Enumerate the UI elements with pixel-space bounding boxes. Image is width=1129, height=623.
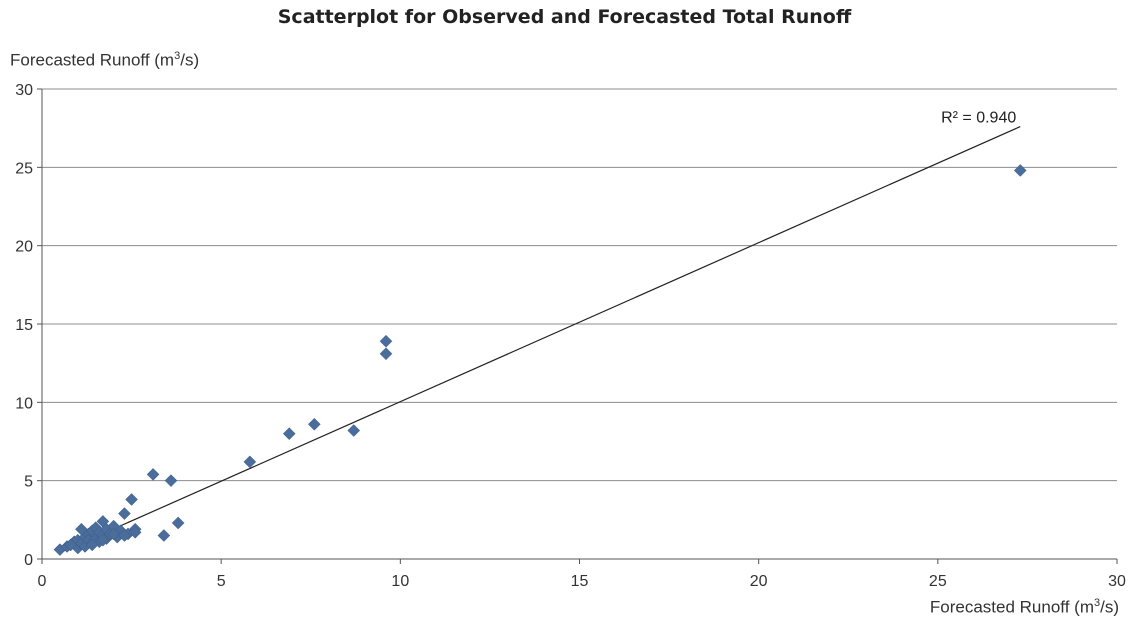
x-tick-labels: 0 5 10 15 20 25 30 bbox=[38, 573, 1126, 590]
y-axis-label-sup: 3 bbox=[174, 50, 181, 62]
x-tick-label: 10 bbox=[391, 573, 409, 590]
data-point bbox=[164, 474, 178, 488]
x-axis-label-sup: 3 bbox=[1093, 597, 1101, 609]
trendline bbox=[59, 126, 1021, 554]
chart-title: Scatterplot for Observed and Forecasted … bbox=[277, 6, 852, 28]
data-point bbox=[282, 427, 296, 441]
data-point bbox=[118, 507, 131, 520]
x-tick-label: 15 bbox=[571, 573, 589, 590]
x-tick-label: 30 bbox=[1108, 573, 1126, 590]
y-axis-label: Forecasted Runoff (m3/s) bbox=[10, 50, 199, 71]
data-point bbox=[125, 493, 138, 506]
data-point bbox=[347, 424, 361, 437]
y-tick-label: 30 bbox=[15, 82, 33, 99]
x-axis-label-main: Forecasted Runoff (m bbox=[929, 597, 1094, 617]
trendline-group bbox=[59, 126, 1021, 554]
data-point bbox=[1013, 164, 1027, 177]
y-axis-label-end: /s) bbox=[180, 50, 200, 70]
gridlines bbox=[42, 88, 1117, 482]
data-points bbox=[53, 164, 1027, 556]
x-tick-label: 20 bbox=[750, 573, 768, 590]
data-point bbox=[85, 538, 99, 552]
x-tick-label: 0 bbox=[38, 573, 47, 590]
y-tick-labels: 0 5 10 15 20 25 30 bbox=[15, 82, 33, 569]
data-point bbox=[128, 526, 142, 539]
x-tick-label: 25 bbox=[929, 573, 947, 590]
data-point bbox=[96, 533, 110, 547]
data-point bbox=[118, 529, 131, 542]
y-axis-label-main: Forecasted Runoff (m bbox=[10, 50, 175, 70]
r-squared-label: R² = 0.940 bbox=[941, 110, 1016, 127]
y-tick-label: 25 bbox=[15, 160, 33, 177]
data-point bbox=[146, 468, 160, 481]
x-axis-label-end: /s) bbox=[1100, 597, 1119, 617]
data-point bbox=[171, 516, 185, 530]
axes bbox=[37, 88, 1118, 564]
data-point bbox=[157, 529, 171, 542]
data-point bbox=[379, 334, 393, 348]
data-point bbox=[75, 522, 88, 536]
y-tick-label: 20 bbox=[15, 239, 33, 256]
data-point bbox=[107, 527, 121, 541]
data-point bbox=[64, 538, 78, 552]
data-point bbox=[243, 455, 257, 469]
y-tick-label: 10 bbox=[15, 395, 33, 412]
x-tick-label: 5 bbox=[217, 573, 226, 590]
y-tick-label: 15 bbox=[15, 317, 33, 334]
y-tick-label: 5 bbox=[24, 474, 33, 491]
y-tick-label: 0 bbox=[24, 552, 33, 569]
x-axis-label: Forecasted Runoff (m3/s) bbox=[930, 597, 1119, 618]
data-point bbox=[307, 417, 321, 431]
data-point bbox=[379, 347, 393, 361]
